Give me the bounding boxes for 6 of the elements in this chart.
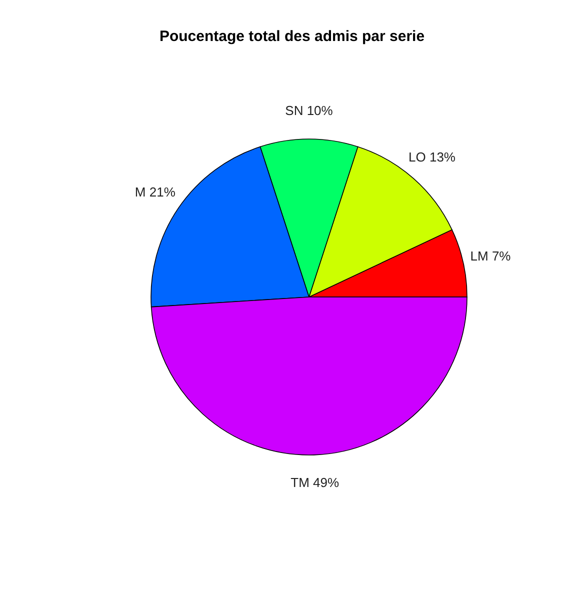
slice-label: M 21% — [134, 184, 176, 200]
chart-title: Poucentage total des admis par serie — [159, 28, 425, 45]
slice-label: TM 49% — [290, 474, 340, 490]
slice-label: LO 13% — [408, 149, 456, 164]
slice-label: SN 10% — [285, 103, 334, 118]
slice-label: LM 7% — [470, 248, 512, 264]
